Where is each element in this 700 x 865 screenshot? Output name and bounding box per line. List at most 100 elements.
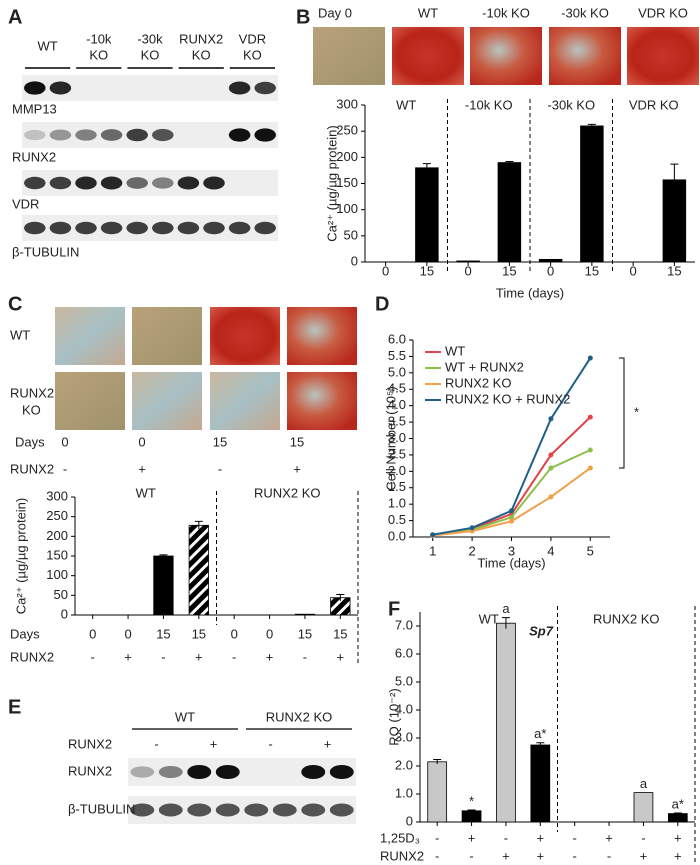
x-tick-label: + (195, 649, 203, 664)
x-tick-label: 0 (266, 626, 273, 641)
bar (461, 810, 482, 823)
blot-band (228, 128, 251, 142)
treatment-value: - (268, 736, 272, 751)
group-label: -30k KO (547, 97, 595, 112)
y-axis-label: Ca²⁺ (µg/µg protein) (324, 125, 339, 242)
y-tick-label: 4.5 (388, 381, 406, 396)
panel-label: A (8, 6, 22, 28)
y-tick-label: 4.0 (388, 397, 406, 412)
blot-band (126, 128, 148, 142)
row-title: Days (15, 434, 45, 449)
y-tick-label: 3.5 (388, 414, 406, 429)
image-row-label: WT (10, 327, 30, 342)
bar (497, 162, 522, 263)
group-label: VDR KO (629, 97, 679, 112)
blot-band (254, 81, 276, 95)
x-tick-label: 0 (547, 263, 554, 278)
y-tick-label: 200 (336, 149, 358, 164)
condition-label: 0 (61, 434, 68, 449)
x-axis-label: Time (days) (477, 555, 545, 570)
bar-note: a* (534, 726, 546, 741)
blot-band (254, 221, 276, 235)
blot-band (49, 129, 72, 141)
row-title: RUNX2 (10, 461, 54, 476)
blot-band (228, 221, 251, 235)
blot-band (158, 803, 183, 817)
y-tick-label: 0 (351, 253, 358, 268)
blot-band (126, 177, 148, 189)
y-tick-label: 250 (336, 123, 358, 138)
x-axis-label: Time (days) (496, 285, 564, 300)
lane-header: KO (141, 47, 160, 62)
y-tick-label: 1.0 (388, 496, 406, 511)
y-tick-label: 250 (46, 508, 68, 523)
blot-band (49, 176, 72, 190)
blot-row-label: MMP13 (12, 101, 57, 116)
bar-note: a (640, 776, 648, 791)
y-tick-label: 100 (336, 201, 358, 216)
bar (153, 555, 174, 616)
lane-header: KO (243, 47, 262, 62)
bar (580, 125, 604, 263)
image-label: WT (418, 5, 438, 20)
treatment-value: + (210, 736, 218, 751)
data-point (509, 508, 514, 514)
data-point (587, 465, 593, 471)
y-tick-label: 4.0 (395, 701, 413, 716)
blot-band (75, 221, 97, 235)
x-tick-label: 2 (468, 543, 475, 558)
blot-band (49, 81, 72, 95)
blot-band (49, 221, 72, 235)
treatment-value: - (154, 736, 158, 751)
x-tick-label: 0 (630, 263, 637, 278)
y-tick-label: 5.0 (388, 364, 406, 379)
error-bar (673, 812, 682, 815)
group-header: WT (175, 709, 195, 724)
blot-band (152, 177, 174, 189)
x-tick-label: - (641, 830, 645, 845)
bar (294, 613, 316, 616)
y-tick-label: 6.0 (388, 331, 406, 346)
blot-band (130, 803, 155, 817)
blot-band (177, 176, 200, 190)
x-tick-label: 15 (333, 626, 347, 641)
micrograph (210, 307, 280, 365)
y-tick-label: 0.5 (388, 512, 406, 527)
blot-row-label: RUNX2 (12, 149, 56, 164)
panel-label: F (388, 598, 400, 620)
image-row-label: RUNX2 (10, 385, 54, 400)
x-tick-label: 0 (465, 263, 472, 278)
blot-band (203, 221, 225, 235)
y-tick-label: 100 (46, 567, 68, 582)
lane-header: RUNX2 (179, 31, 223, 46)
error-bar (505, 161, 514, 164)
blot-band (75, 129, 97, 141)
x-tick-label: 5 (587, 543, 594, 558)
x-tick-label: + (537, 848, 545, 863)
bar-note: * (469, 793, 474, 808)
data-point (587, 414, 593, 420)
x-tick-label: + (468, 830, 476, 845)
x-tick-label: 15 (156, 626, 170, 641)
data-point (469, 525, 475, 531)
error-bar (587, 123, 596, 128)
error-bar (536, 742, 545, 748)
x-tick-label: - (504, 830, 508, 845)
x-tick-label: + (640, 848, 648, 863)
bar (667, 813, 688, 823)
blot-band (244, 803, 269, 817)
group-header: RUNX2 KO (266, 709, 332, 724)
data-point (548, 452, 554, 458)
bar (530, 744, 551, 823)
x-tick-label: 15 (585, 263, 599, 278)
blot-row-label: RUNX2 (68, 763, 112, 778)
error-bar (336, 594, 345, 601)
legend-label: RUNX2 KO (445, 375, 511, 390)
image-label: -10k KO (482, 5, 530, 20)
bar (188, 524, 209, 616)
x-tick-label: - (469, 848, 473, 863)
x-tick-label: - (607, 848, 611, 863)
error-bar (433, 759, 442, 765)
y-tick-label: 50 (54, 587, 68, 602)
